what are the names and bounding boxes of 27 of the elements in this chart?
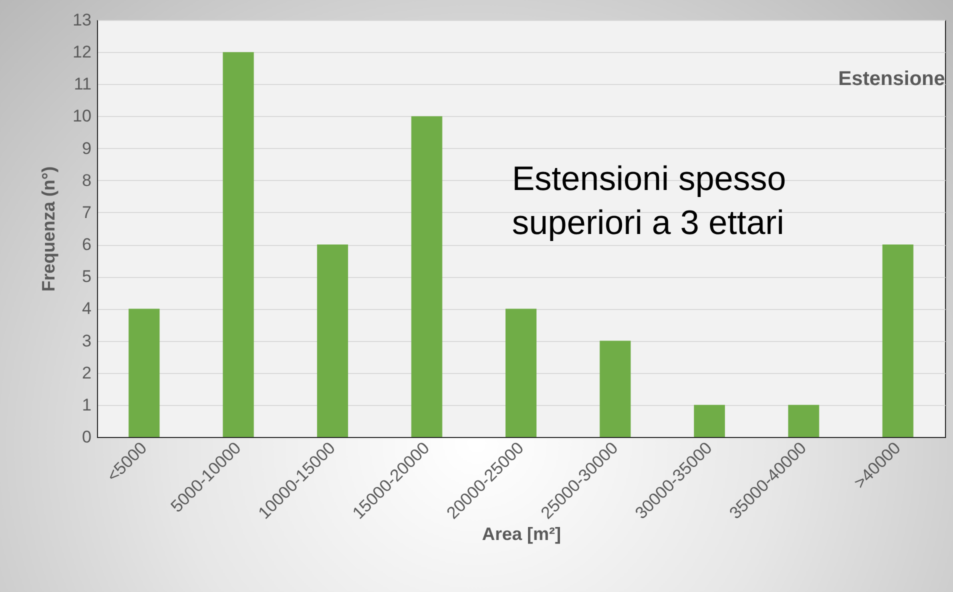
y-tick-label: 6	[82, 235, 92, 254]
x-axis-title: Area [m²]	[482, 524, 562, 544]
bar	[506, 308, 536, 437]
bar	[694, 404, 725, 437]
y-tick-label: 5	[82, 267, 92, 286]
bar	[128, 308, 160, 437]
y-tick-label: 3	[82, 331, 92, 350]
y-tick-label: 7	[82, 202, 92, 222]
bar	[317, 244, 348, 437]
bar	[600, 340, 631, 437]
annotation: Estensioni spesso superiori a 3 ettari	[512, 160, 786, 242]
y-tick-label: 2	[82, 363, 92, 382]
y-tick-label: 4	[82, 299, 92, 318]
bar	[788, 404, 820, 437]
y-tick-label: 12	[72, 42, 92, 62]
bar	[222, 52, 254, 437]
y-tick-label: 0	[82, 428, 92, 446]
bar	[411, 116, 442, 437]
y-tick-label: 10	[72, 106, 92, 126]
y-tick-label: 11	[74, 74, 92, 94]
y-tick-label: 1	[82, 395, 92, 414]
y-tick-label: 13	[72, 10, 92, 30]
y-tick-label: 8	[82, 170, 92, 190]
bar	[882, 244, 914, 437]
y-tick-label: 9	[82, 138, 92, 158]
text: Estensione	[838, 68, 945, 90]
y-axis-title: Frequenza (n°)	[38, 166, 59, 292]
